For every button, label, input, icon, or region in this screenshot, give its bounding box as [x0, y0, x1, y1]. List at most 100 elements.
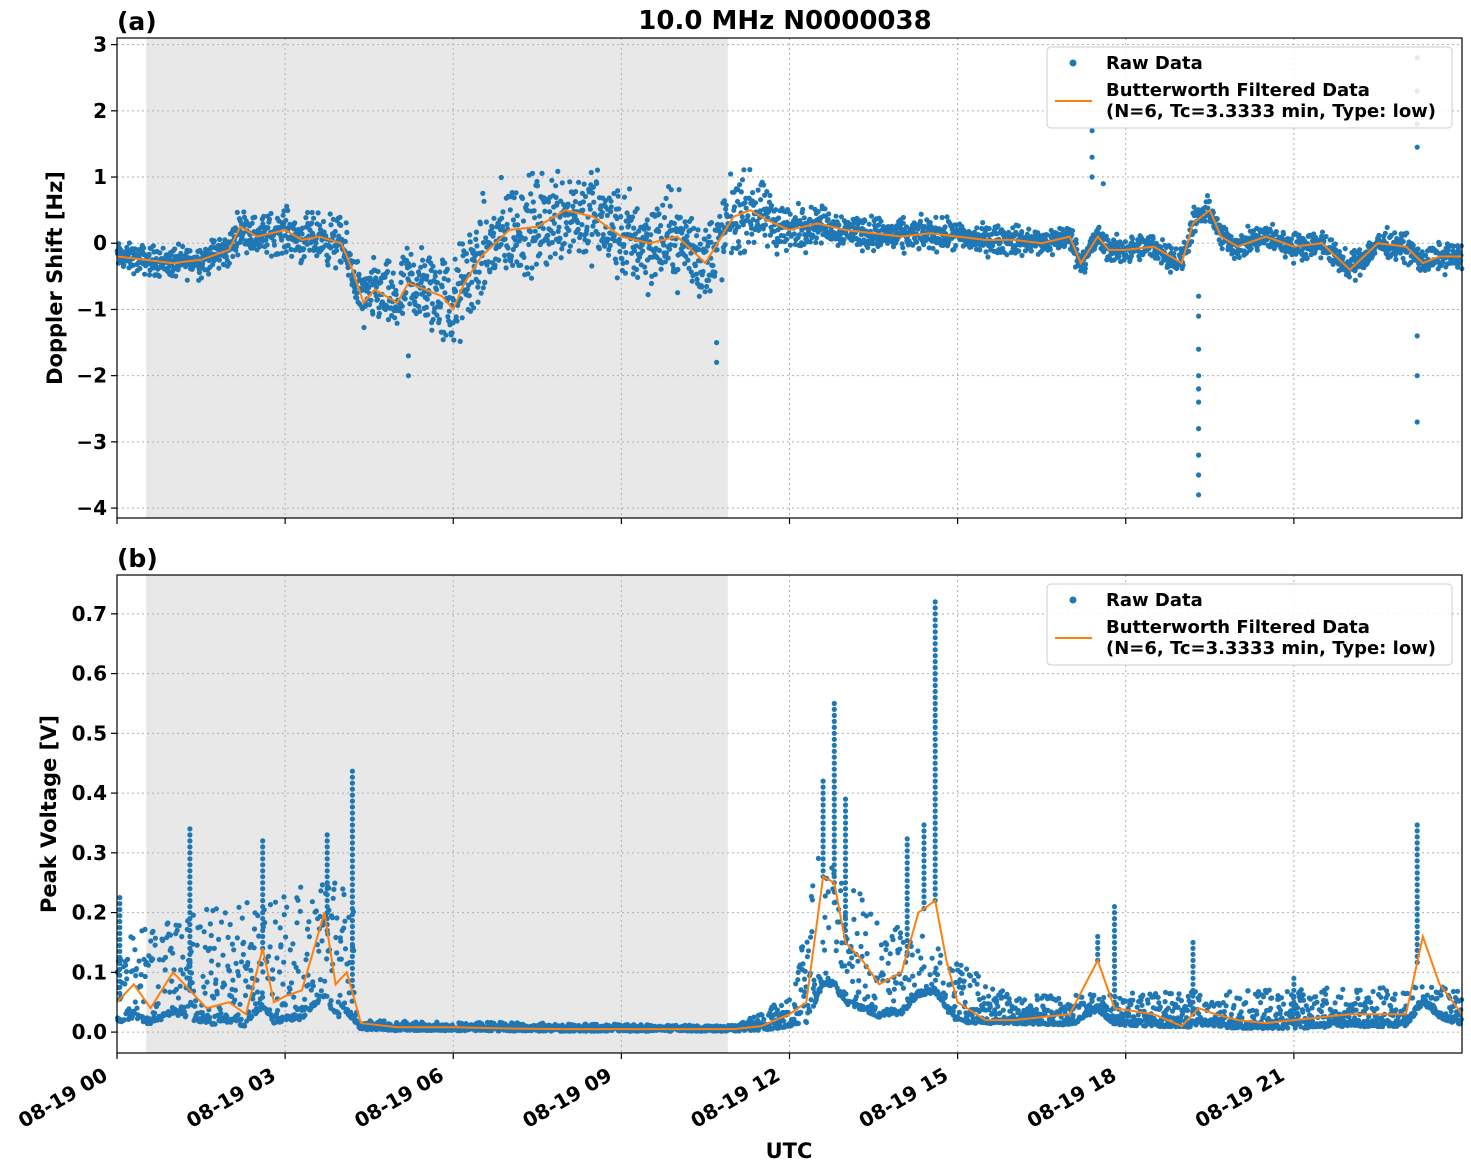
raw-data-point — [459, 315, 465, 321]
raw-data-point — [223, 253, 229, 260]
raw-data-point — [933, 214, 939, 220]
raw-data-point — [218, 1010, 224, 1016]
raw-data-point — [739, 177, 746, 183]
raw-data-point — [200, 261, 206, 267]
raw-data-point — [1004, 252, 1010, 258]
raw-data-point — [1282, 254, 1288, 260]
raw-data-point — [555, 228, 561, 234]
raw-data-point — [408, 251, 414, 257]
raw-data-outlier — [1414, 333, 1420, 339]
raw-data-point — [309, 220, 315, 226]
raw-data-point — [749, 231, 755, 237]
raw-data-point — [424, 296, 430, 302]
raw-data-point — [1189, 239, 1195, 245]
raw-data-point — [551, 220, 558, 226]
raw-data-point — [241, 209, 247, 215]
raw-data-point — [801, 215, 807, 221]
raw-data-point — [559, 180, 565, 186]
raw-data-point — [337, 992, 343, 998]
raw-data-point — [536, 233, 542, 239]
raw-data-point — [492, 262, 498, 268]
raw-data-point — [475, 284, 481, 290]
raw-data-point — [524, 265, 530, 271]
raw-data-point — [362, 303, 368, 309]
raw-data-point — [980, 220, 986, 226]
raw-data-point — [731, 204, 738, 210]
raw-data-point — [547, 254, 554, 260]
raw-data-point — [791, 231, 797, 237]
raw-data-point — [549, 177, 555, 183]
raw-data-point — [589, 190, 596, 196]
raw-data-point — [500, 209, 506, 215]
raw-data-point — [167, 932, 174, 938]
raw-data-point — [419, 245, 425, 251]
raw-data-point — [974, 225, 980, 231]
raw-data-point — [123, 969, 130, 975]
raw-data-point — [489, 225, 495, 231]
raw-data-point — [689, 215, 695, 222]
raw-data-point — [218, 919, 225, 925]
raw-data-point — [503, 265, 509, 271]
raw-data-point — [522, 236, 528, 242]
raw-data-point — [1384, 224, 1390, 231]
raw-data-point — [645, 292, 651, 298]
raw-data-point — [525, 271, 531, 277]
raw-data-point — [509, 190, 515, 196]
raw-data-point — [268, 253, 275, 259]
raw-data-point — [478, 290, 484, 296]
panel-a-legend-raw-marker — [1069, 59, 1077, 67]
raw-data-point — [1319, 229, 1326, 235]
raw-data-point — [668, 187, 674, 193]
raw-data-point — [630, 214, 636, 220]
raw-data-point — [480, 190, 486, 196]
panel-a-label: (a) — [117, 7, 157, 36]
raw-data-point — [558, 198, 564, 204]
raw-data-point — [344, 229, 350, 235]
raw-data-point — [294, 920, 300, 926]
raw-data-point — [243, 978, 249, 984]
raw-data-point — [595, 231, 601, 237]
raw-data-point — [1291, 260, 1297, 266]
raw-data-point — [420, 257, 426, 263]
raw-data-point — [386, 259, 392, 265]
raw-data-point — [226, 260, 232, 266]
raw-data-point — [170, 950, 176, 956]
raw-data-point — [702, 289, 708, 295]
raw-data-point — [155, 984, 161, 990]
raw-data-point — [295, 968, 301, 974]
raw-data-point — [322, 978, 328, 984]
raw-data-point — [939, 214, 945, 221]
raw-data-point — [591, 199, 597, 205]
raw-data-point — [354, 290, 360, 296]
raw-data-point — [152, 942, 158, 948]
raw-data-point — [409, 271, 415, 277]
raw-data-point — [643, 235, 650, 241]
raw-data-point — [768, 202, 775, 209]
raw-data-point — [370, 311, 376, 317]
raw-data-point — [472, 269, 478, 275]
raw-data-point — [540, 225, 546, 232]
raw-data-point — [799, 944, 806, 950]
raw-data-point — [393, 287, 399, 294]
raw-data-point — [196, 269, 202, 276]
raw-data-point — [695, 227, 701, 233]
raw-data-point — [865, 244, 871, 251]
raw-data-point — [587, 206, 593, 212]
raw-data-point — [275, 1007, 281, 1014]
raw-data-point — [126, 240, 132, 246]
raw-data-point — [1323, 233, 1329, 240]
raw-data-point — [712, 269, 718, 275]
raw-data-point — [121, 262, 127, 268]
raw-data-point — [424, 273, 430, 279]
raw-data-point — [443, 332, 449, 338]
raw-data-point — [429, 327, 435, 333]
raw-data-point — [480, 285, 486, 291]
raw-data-point — [787, 211, 793, 217]
raw-data-point — [311, 215, 317, 221]
raw-data-point — [240, 951, 246, 958]
raw-data-point — [986, 226, 992, 232]
raw-data-point — [773, 207, 779, 213]
raw-data-point — [621, 194, 628, 200]
raw-data-point — [1288, 236, 1294, 242]
raw-data-point — [477, 221, 484, 227]
